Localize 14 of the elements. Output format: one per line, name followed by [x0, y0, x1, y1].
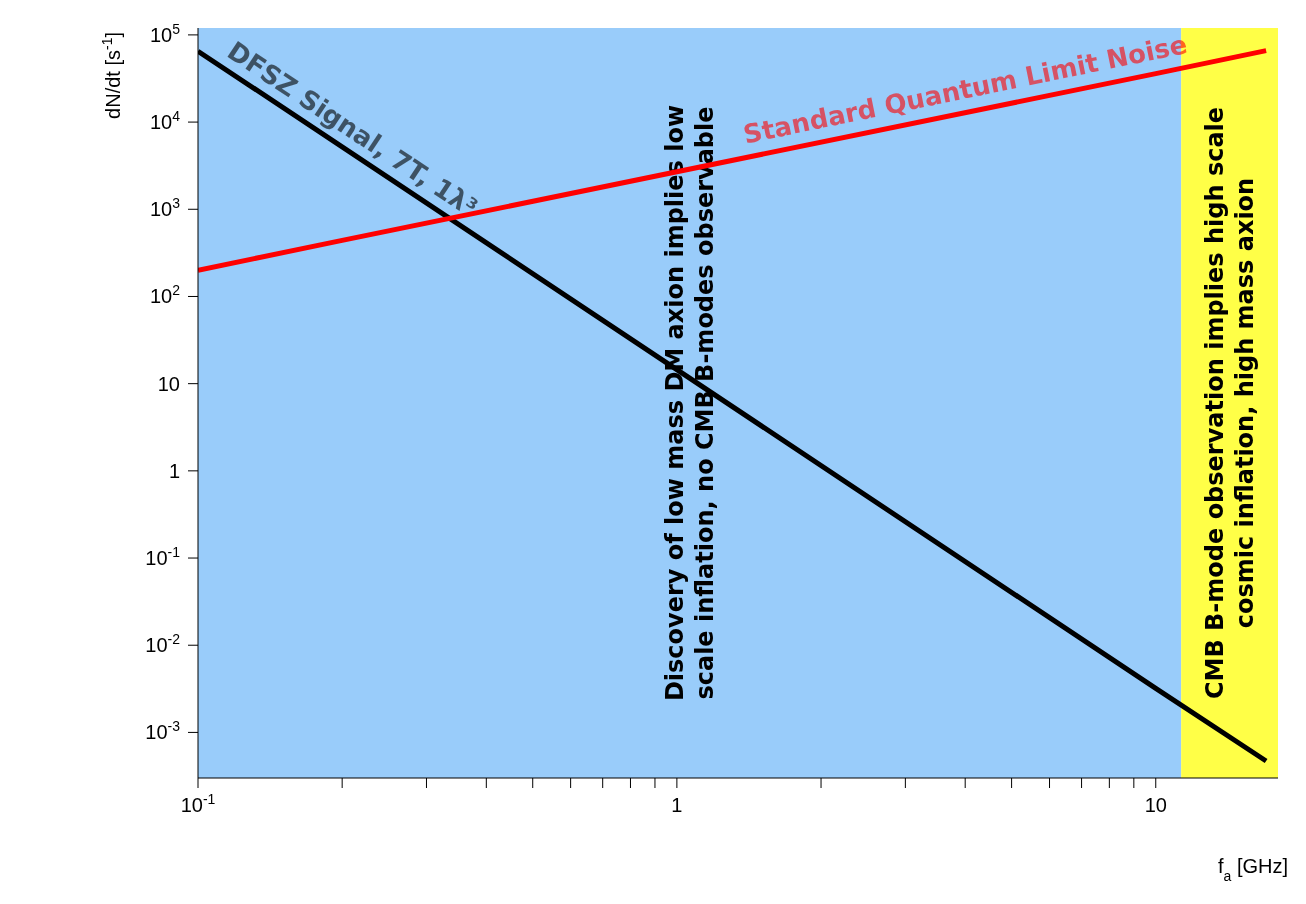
y-tick-label: 10$^{3}$: [149, 195, 181, 221]
y-tick-label: 10$^{2}$: [149, 282, 181, 308]
band-label: CMB B-mode observation implies high scale cosmic inflation, high mass axion: [1200, 106, 1259, 700]
y-tick-label: 1: [168, 459, 180, 482]
y-tick-label: 10$^{5}$: [149, 20, 181, 46]
x-tick-label: 1: [671, 794, 683, 816]
y-tick-label: 10$^{-1}$: [145, 544, 181, 570]
y-tick-label: 10$^{-2}$: [145, 631, 181, 657]
y-tick-label: 10: [157, 372, 180, 395]
x-axis-title: f$_{a}$ [GHz]: [1217, 855, 1288, 884]
x-tick-label: 10$^{-1}$: [180, 791, 216, 816]
y-tick-label: 10$^{-3}$: [145, 718, 181, 744]
x-tick-label: 10: [1144, 794, 1167, 816]
y-tick-label: 10$^{4}$: [149, 108, 181, 134]
